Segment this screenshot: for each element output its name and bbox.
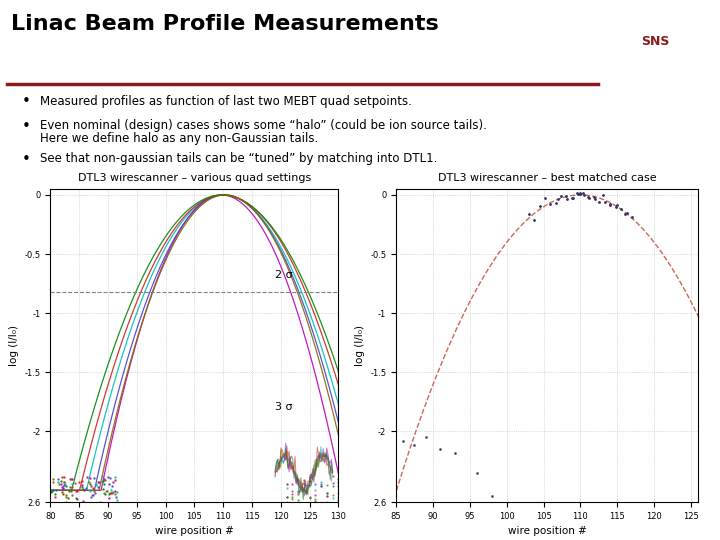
- Text: SNS: SNS: [641, 35, 670, 48]
- Text: See that non-gaussian tails can be “tuned” by matching into DTL1.: See that non-gaussian tails can be “tune…: [40, 152, 437, 165]
- Text: Measured profiles as function of last two MEBT quad setpoints.: Measured profiles as function of last tw…: [40, 94, 411, 107]
- Y-axis label: log (I/I₀): log (I/I₀): [9, 325, 19, 366]
- X-axis label: wire position #: wire position #: [155, 526, 234, 536]
- Text: •: •: [22, 119, 30, 134]
- X-axis label: wire position #: wire position #: [508, 526, 587, 536]
- Text: Here we define halo as any non-Gaussian tails.: Here we define halo as any non-Gaussian …: [40, 132, 318, 145]
- Text: •: •: [22, 94, 30, 110]
- Y-axis label: log (I/I₀): log (I/I₀): [354, 325, 364, 366]
- Text: 2 σ: 2 σ: [275, 269, 292, 280]
- Text: Linac Beam Profile Measurements: Linac Beam Profile Measurements: [11, 14, 438, 33]
- Title: DTL3 wirescanner – various quad settings: DTL3 wirescanner – various quad settings: [78, 173, 311, 183]
- Text: 3 σ: 3 σ: [275, 402, 292, 412]
- Text: Even nominal (design) cases shows some “halo” (could be ion source tails).: Even nominal (design) cases shows some “…: [40, 119, 487, 132]
- Text: •: •: [22, 152, 30, 167]
- Title: DTL3 wirescanner – best matched case: DTL3 wirescanner – best matched case: [438, 173, 657, 183]
